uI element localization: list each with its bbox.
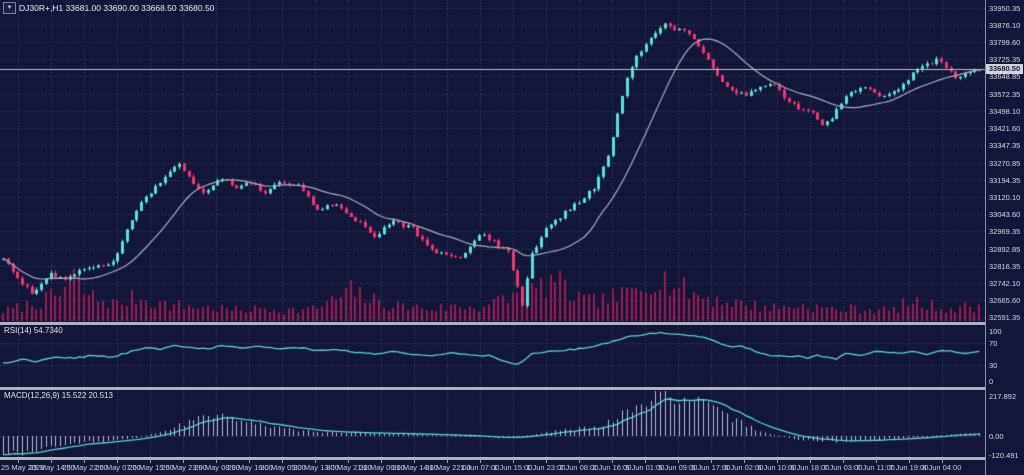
price-axis-label: 32742.10	[989, 279, 1021, 288]
time-axis-label: 25 May 14:00	[29, 463, 75, 472]
time-axis-tick	[414, 460, 415, 463]
rsi-axis-label: 100	[989, 327, 1002, 336]
price-axis-label: 32665.60	[989, 296, 1021, 305]
price-axis-label: 33194.35	[989, 176, 1021, 185]
time-axis-label: 1 Jun 07:00	[460, 463, 500, 472]
price-axis-label: 32969.35	[989, 227, 1021, 236]
price-axis-label: 33120.10	[989, 193, 1021, 202]
time-axis-tick	[744, 460, 745, 463]
rsi-axis-label: 30	[989, 361, 998, 370]
time-axis-label: 7 Jun 03:00	[823, 463, 863, 472]
current-price-tag: 33680.50	[986, 64, 1023, 74]
time-axis-tick	[843, 460, 844, 463]
time-axis-label: 26 May 07:00	[95, 463, 141, 472]
time-axis-label: 1 Jun 23:00	[526, 463, 566, 472]
time-axis-label: 6 Jun 18:00	[790, 463, 830, 472]
price-axis-label: 33270.85	[989, 159, 1021, 168]
time-axis-label: 2 Jun 08:00	[559, 463, 599, 472]
time-axis-label: 7 Jun 11:00	[856, 463, 895, 472]
price-axis-label: 32892.85	[989, 245, 1021, 254]
time-axis-tick	[546, 460, 547, 463]
time-axis-tick	[183, 460, 184, 463]
price-axis-label: 33421.60	[989, 124, 1021, 133]
time-axis-tick	[909, 460, 910, 463]
dropdown-arrow-icon[interactable]: ▼	[3, 2, 16, 14]
time-axis-tick	[84, 460, 85, 463]
time-axis-tick	[282, 460, 283, 463]
time-axis-tick	[249, 460, 250, 463]
macd-axis-label: -120.491	[989, 451, 1019, 460]
time-axis-tick	[678, 460, 679, 463]
time-axis-label: 6 Jun 02:00	[724, 463, 764, 472]
time-axis-label: 6 Jun 10:00	[757, 463, 797, 472]
time-axis-label: 5 Jun 09:00	[658, 463, 698, 472]
time-axis-label: 30 May 05:00	[260, 463, 306, 472]
time-axis-tick	[381, 460, 382, 463]
time-axis-tick	[513, 460, 514, 463]
time-axis-tick	[18, 460, 19, 463]
time-axis-tick	[579, 460, 580, 463]
time-axis-label: 7 Jun 19:00	[889, 463, 929, 472]
time-axis-tick	[348, 460, 349, 463]
time-axis-label: 30 May 13:00	[293, 463, 339, 472]
panel-divider[interactable]	[0, 387, 986, 390]
time-axis-label: 1 Jun 15:00	[493, 463, 533, 472]
time-axis-tick	[711, 460, 712, 463]
time-axis-tick	[480, 460, 481, 463]
time-axis-label: 31 May 14:00	[392, 463, 438, 472]
price-axis-label: 33799.60	[989, 38, 1021, 47]
time-axis-tick	[810, 460, 811, 463]
time-axis-tick	[876, 460, 877, 463]
price-axis-label: 32591.35	[989, 313, 1021, 322]
price-axis-label: 32816.35	[989, 262, 1021, 271]
time-axis-tick	[777, 460, 778, 463]
time-axis-tick	[612, 460, 613, 463]
panel-divider[interactable]	[0, 322, 986, 325]
time-axis-tick	[645, 460, 646, 463]
time-axis-label: 26 May 23:00	[161, 463, 207, 472]
chart-title: ▼ DJ30R+,H1 33681.00 33690.00 33668.50 3…	[3, 2, 214, 14]
time-axis-tick	[447, 460, 448, 463]
time-axis-tick	[51, 460, 52, 463]
time-axis-label: 30 May 21:00	[326, 463, 372, 472]
rsi-axis-label: 0	[989, 377, 994, 386]
price-axis-label: 33648.85	[989, 72, 1021, 81]
chart-title-text: DJ30R+,H1 33681.00 33690.00 33668.50 336…	[19, 3, 215, 13]
macd-axis-label: 0.00	[989, 432, 1004, 441]
time-axis-tick	[942, 460, 943, 463]
price-axis-label: 33725.35	[989, 55, 1021, 64]
time-axis-tick	[315, 460, 316, 463]
price-axis-label: 33572.35	[989, 90, 1021, 99]
price-axis-label: 33498.10	[989, 107, 1021, 116]
time-axis-label: 26 May 15:00	[128, 463, 174, 472]
time-axis-label: 25 May 2023	[1, 463, 45, 472]
macd-axis-label: 217.892	[989, 392, 1017, 401]
rsi-axis-label: 70	[989, 339, 998, 348]
time-axis-tick	[216, 460, 217, 463]
price-axis-label: 33347.35	[989, 141, 1021, 150]
price-axis-label: 33043.60	[989, 210, 1021, 219]
time-axis-label: 2 Jun 16:00	[592, 463, 632, 472]
time-axis-label: 29 May 16:00	[227, 463, 273, 472]
price-axis-border	[985, 0, 986, 475]
price-axis-label: 33876.10	[989, 21, 1021, 30]
time-axis-tick	[150, 460, 151, 463]
panel-divider[interactable]	[0, 457, 986, 460]
time-axis-label: 29 May 08:00	[194, 463, 240, 472]
rsi-indicator-label: RSI(14) 54.7340	[4, 326, 63, 335]
time-axis-label: 31 May 06:00	[359, 463, 405, 472]
time-axis-label: 25 May 22:00	[62, 463, 108, 472]
macd-indicator-label: MACD(12,26,9) 15.522 20.513	[4, 391, 113, 400]
time-axis-label: 5 Jun 17:00	[691, 463, 731, 472]
time-axis-label: 31 May 22:00	[425, 463, 471, 472]
time-axis-label: 5 Jun 01:00	[625, 463, 665, 472]
time-axis-tick	[117, 460, 118, 463]
price-axis-label: 33950.35	[989, 4, 1021, 13]
time-axis-label: 8 Jun 04:00	[922, 463, 962, 472]
